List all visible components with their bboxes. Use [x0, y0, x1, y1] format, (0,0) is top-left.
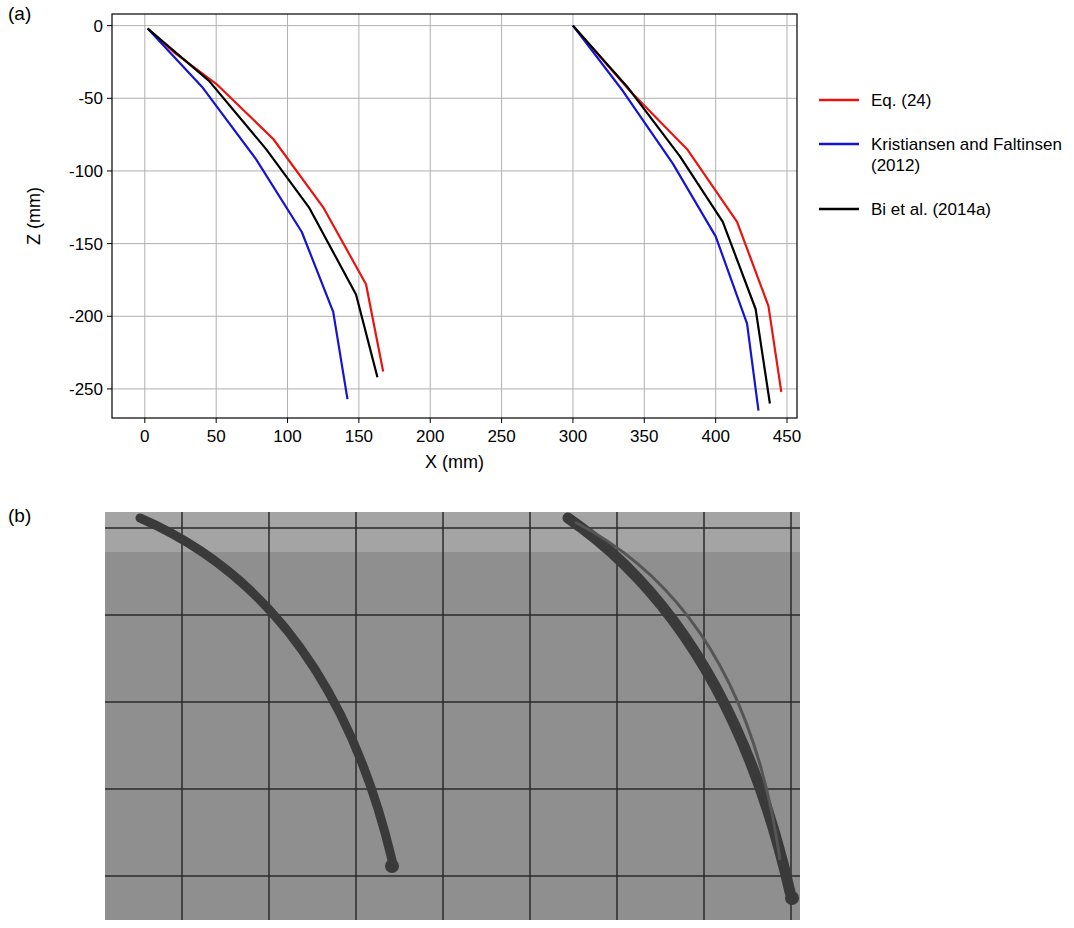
x-grid-line	[644, 14, 645, 418]
legend-label-line: Bi et al. (2014a)	[871, 200, 991, 219]
x-tick-label: 400	[701, 427, 729, 446]
x-grid-line	[715, 14, 716, 418]
photo-grid	[529, 512, 531, 920]
y-grid-line	[112, 25, 797, 26]
y-grid-line	[112, 170, 797, 171]
x-tick-label: 350	[630, 427, 658, 446]
plot-area	[148, 26, 782, 411]
x-tick	[501, 418, 502, 423]
photo-grid	[105, 875, 800, 877]
y-grid-line	[112, 243, 797, 244]
photo-top-band	[105, 512, 800, 552]
x-tick-label: 50	[207, 427, 226, 446]
x-tick-label: 150	[345, 427, 373, 446]
legend-label-line: (2012)	[871, 156, 920, 175]
photo-grid	[616, 512, 618, 920]
y-tick	[107, 25, 112, 26]
x-grid-line	[216, 14, 217, 418]
photo-weight-left	[385, 859, 399, 873]
y-tick-label: -250	[69, 380, 103, 399]
x-tick-label: 300	[559, 427, 587, 446]
legend-label: Kristiansen and Faltinsen (2012)	[871, 135, 1062, 175]
legend-label-line: Eq. (24)	[871, 91, 931, 110]
y-grid-line	[112, 388, 797, 389]
x-tick	[572, 418, 573, 423]
photo-grid	[268, 512, 270, 920]
photo-grid	[703, 512, 705, 920]
x-tick	[787, 418, 788, 423]
y-tick-label: -50	[78, 89, 103, 108]
x-tick	[358, 418, 359, 423]
x-grid-line	[144, 14, 145, 418]
x-tick-label: 100	[273, 427, 301, 446]
photo-grid	[790, 512, 792, 920]
x-tick-label: 250	[487, 427, 515, 446]
x-tick	[216, 418, 217, 423]
photo-grid	[355, 512, 357, 920]
photo-grid	[105, 614, 800, 616]
y-tick	[107, 170, 112, 171]
y-grid-line	[112, 316, 797, 317]
panel-label: (b)	[8, 505, 31, 526]
x-tick	[715, 418, 716, 423]
x-tick	[644, 418, 645, 423]
legend-swatch	[819, 208, 859, 211]
photo-grid	[105, 527, 800, 529]
photo	[105, 512, 800, 920]
panel-label: (a)	[8, 3, 31, 24]
photo-net-left	[140, 518, 392, 860]
photo-background	[105, 512, 800, 920]
x-grid-line	[787, 14, 788, 418]
y-tick	[107, 98, 112, 99]
x-grid-line	[430, 14, 431, 418]
y-tick	[107, 316, 112, 317]
legend-label: Eq. (24)	[871, 91, 931, 110]
x-axis-title: X (mm)	[425, 452, 484, 472]
plot-frame	[112, 14, 797, 418]
x-tick-label: 450	[773, 427, 801, 446]
legend-label: Bi et al. (2014a)	[871, 200, 991, 219]
y-tick-label: -100	[69, 162, 103, 181]
legend-swatch	[819, 99, 859, 102]
y-tick	[107, 243, 112, 244]
y-tick-label: -150	[69, 235, 103, 254]
series-line	[148, 26, 759, 411]
x-tick-label: 200	[416, 427, 444, 446]
y-tick-label: 0	[94, 17, 103, 36]
series-line	[148, 26, 782, 392]
photo-net-right	[568, 518, 790, 892]
x-tick	[144, 418, 145, 423]
photo-net-right-edge	[575, 522, 780, 860]
legend-swatch	[819, 143, 859, 146]
photo-grid	[442, 512, 444, 920]
photo-grid	[105, 788, 800, 790]
x-tick-label: 0	[140, 427, 149, 446]
figure: 0 50 100 150 200 250 300 350 400 450 -250 -200 -150 -…	[0, 0, 1074, 928]
y-tick-label: -200	[69, 307, 103, 326]
legend-label-line: Kristiansen and Faltinsen	[871, 135, 1062, 154]
photo-grid	[105, 701, 800, 703]
y-axis-title: Z (mm)	[24, 187, 44, 245]
y-tick	[107, 388, 112, 389]
photo-grid	[181, 512, 183, 920]
x-grid-line	[501, 14, 502, 418]
photo-weight-right	[785, 891, 799, 905]
x-tick	[287, 418, 288, 423]
y-grid-line	[112, 98, 797, 99]
x-tick	[430, 418, 431, 423]
x-grid-line	[572, 14, 573, 418]
x-grid-line	[287, 14, 288, 418]
x-grid-line	[358, 14, 359, 418]
series-line	[148, 26, 770, 404]
